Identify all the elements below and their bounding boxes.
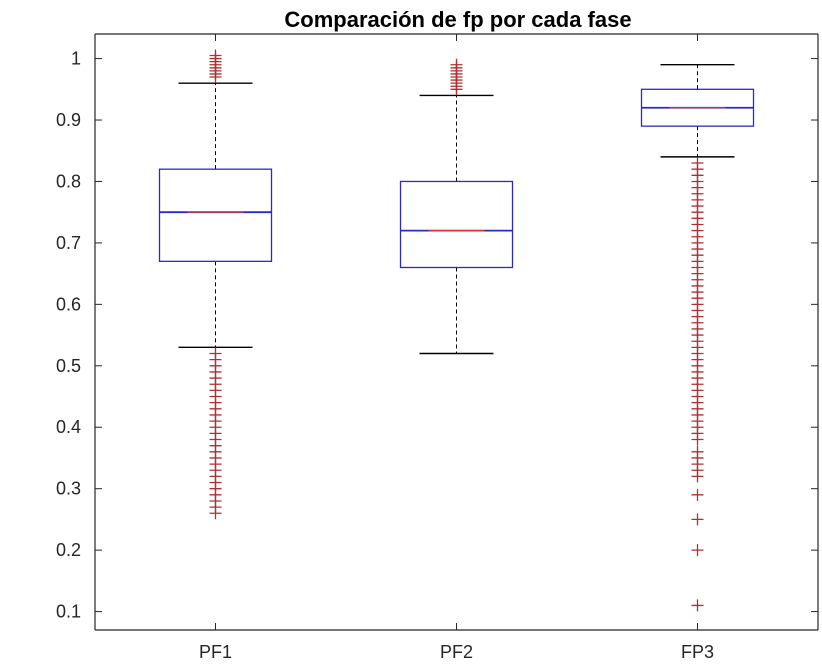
box-PF1 — [158, 168, 273, 262]
y-tick-label: 0.9 — [56, 110, 81, 130]
plot-area: 0.1 0.2 0.3 0.4 0.5 0.6 0.7 0.8 0.9 1 PF1 PF2 FP3 — [56, 33, 819, 662]
box-PF2 — [399, 180, 514, 269]
y-tick-label: 0.6 — [56, 294, 81, 314]
outlier-point — [691, 488, 704, 501]
outlier-point — [691, 599, 704, 612]
y-tick-label: 0.5 — [56, 356, 81, 376]
outlier-point — [691, 157, 704, 170]
y-tick-label: 0.1 — [56, 602, 81, 622]
y-tick-label: 0.7 — [56, 233, 81, 253]
outlier-point — [691, 445, 704, 458]
y-tick-label: 0.4 — [56, 417, 81, 437]
y-tick-label: 0.8 — [56, 171, 81, 191]
outlier-point — [209, 347, 222, 360]
outlier-point — [450, 58, 463, 71]
y-tick-label: 0.3 — [56, 479, 81, 499]
chart-title: Comparación de fp por cada fase — [284, 7, 631, 32]
outlier-point — [209, 49, 222, 62]
x-tick-label: FP3 — [681, 642, 714, 662]
y-tick-label: 1 — [71, 49, 81, 69]
outlier-point — [691, 544, 704, 557]
x-tick-label: PF1 — [199, 642, 232, 662]
y-tick-label: 0.2 — [56, 540, 81, 560]
outlier-point — [691, 513, 704, 526]
x-tick-label: PF2 — [440, 642, 473, 662]
